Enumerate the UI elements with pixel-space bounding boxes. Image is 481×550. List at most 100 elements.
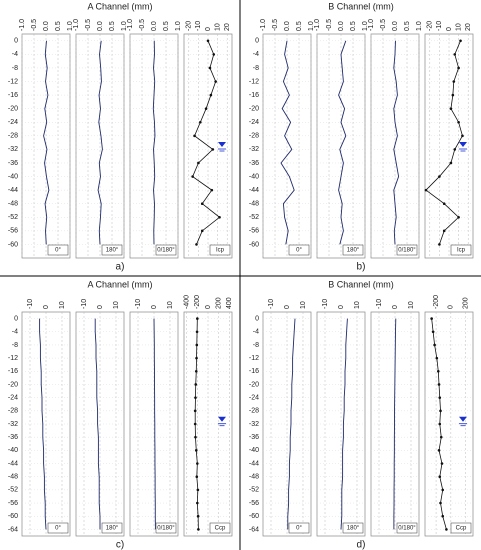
y-tick-label: -60 xyxy=(249,241,259,248)
profile-point xyxy=(196,488,200,492)
x-tick-label: 1.0 xyxy=(121,21,128,31)
profile-line xyxy=(94,318,101,530)
subplot-label: 180° xyxy=(106,526,119,532)
profile-point xyxy=(453,148,457,151)
panel-title: B Channel (mm) xyxy=(328,1,394,11)
y-tick-label: -60 xyxy=(8,513,18,520)
profile-point xyxy=(199,120,202,124)
y-tick-label: -16 xyxy=(8,368,18,375)
profile-point xyxy=(435,356,439,360)
x-tick-label: 0.0 xyxy=(43,21,50,31)
subplot-label-box xyxy=(155,522,177,534)
x-tick-label: -0.5 xyxy=(272,19,279,31)
y-tick-label: -8 xyxy=(253,65,259,72)
x-tick-label: 0 xyxy=(97,305,104,309)
profile-point xyxy=(439,501,442,505)
y-tick-label: -52 xyxy=(249,487,259,494)
subplot-label: Icp xyxy=(216,248,225,254)
subplot-label: Ccp xyxy=(215,526,226,532)
y-tick-label: -24 xyxy=(8,394,18,401)
subplot-label-box xyxy=(288,522,310,534)
profile-point xyxy=(441,488,445,492)
x-tick-label: -1.0 xyxy=(127,19,134,31)
profile-point xyxy=(453,53,457,56)
y-tick-label: -4 xyxy=(253,51,259,58)
profile-point xyxy=(200,202,204,205)
x-tick-label: 0 xyxy=(448,305,455,309)
profile-point xyxy=(438,475,442,479)
y-tick-label: -28 xyxy=(8,408,18,415)
profile-point xyxy=(424,188,428,192)
profile-point xyxy=(195,330,199,334)
x-tick-label: 0.0 xyxy=(151,21,158,31)
x-tick-label: 10 xyxy=(300,301,307,309)
x-tick-label: 0 xyxy=(392,305,399,309)
y-tick-label: -48 xyxy=(8,474,18,481)
x-tick-label: -400 xyxy=(184,295,191,309)
y-tick-label: -36 xyxy=(249,434,259,441)
x-tick-label: 20 xyxy=(224,23,231,31)
profile-line xyxy=(340,318,348,530)
y-tick-label: -16 xyxy=(249,368,259,375)
y-tick-label: -24 xyxy=(249,394,259,401)
x-tick-label: -10 xyxy=(322,299,329,309)
profile-point xyxy=(197,528,200,531)
x-tick-label: -0.5 xyxy=(31,19,38,31)
profile-point xyxy=(204,107,208,110)
y-tick-label: -32 xyxy=(249,421,259,428)
subplot-label: 0/180° xyxy=(398,526,416,532)
y-tick-label: -8 xyxy=(12,342,18,349)
y-tick-label: -16 xyxy=(249,92,259,99)
x-tick-label: -10 xyxy=(376,299,383,309)
y-tick-label: -56 xyxy=(249,228,259,235)
water-table xyxy=(459,142,467,147)
panel-title: A Channel (mm) xyxy=(87,1,152,11)
x-tick-label: 0 xyxy=(338,305,345,309)
x-tick-label: 0.0 xyxy=(392,21,399,31)
profile-point xyxy=(194,383,198,386)
profile-point xyxy=(194,449,198,452)
y-tick-label: -32 xyxy=(8,146,18,153)
y-tick-label: -40 xyxy=(249,447,259,454)
y-tick-label: -36 xyxy=(249,160,259,167)
profile-point xyxy=(206,39,210,43)
profile-point xyxy=(195,343,199,347)
x-tick-label: 10 xyxy=(113,301,120,309)
subplot-label: 180° xyxy=(347,248,360,254)
y-tick-label: -44 xyxy=(249,187,259,194)
profile-point xyxy=(457,120,460,124)
profile-point xyxy=(430,317,433,320)
panel-caption: a) xyxy=(116,262,125,273)
x-tick-label: 0.5 xyxy=(296,21,303,31)
profile-point xyxy=(449,161,453,165)
y-tick-label: -12 xyxy=(8,78,18,85)
profile-point xyxy=(214,80,217,83)
water-table xyxy=(218,416,226,422)
x-tick-label: 1.0 xyxy=(308,21,315,31)
profile-point xyxy=(193,422,197,426)
profile-point xyxy=(441,514,445,518)
x-tick-label: 0 xyxy=(205,27,212,31)
profile-point xyxy=(457,66,460,70)
x-tick-label: 0.0 xyxy=(97,21,104,31)
subplot-label-box xyxy=(209,244,231,256)
x-tick-label: 10 xyxy=(59,301,66,309)
x-tick-label: -20 xyxy=(427,21,434,31)
x-tick-label: -1.0 xyxy=(19,19,26,31)
x-tick-label: 200 xyxy=(216,297,223,309)
profile-point xyxy=(208,66,212,70)
subplot-label-box xyxy=(288,244,310,256)
x-tick-label: 10 xyxy=(167,301,174,309)
y-tick-label: -4 xyxy=(12,329,18,336)
y-tick-label: -40 xyxy=(8,173,18,180)
water-table xyxy=(459,416,467,422)
profile-point xyxy=(440,462,444,465)
profile-line xyxy=(39,318,47,530)
y-tick-label: -52 xyxy=(8,214,18,221)
x-tick-label: 200 xyxy=(462,297,469,309)
y-tick-label: -20 xyxy=(8,106,18,113)
y-tick-label: -28 xyxy=(249,408,259,415)
y-tick-label: -28 xyxy=(249,133,259,140)
subplot-label-box xyxy=(209,522,231,534)
profile-point xyxy=(218,215,221,219)
